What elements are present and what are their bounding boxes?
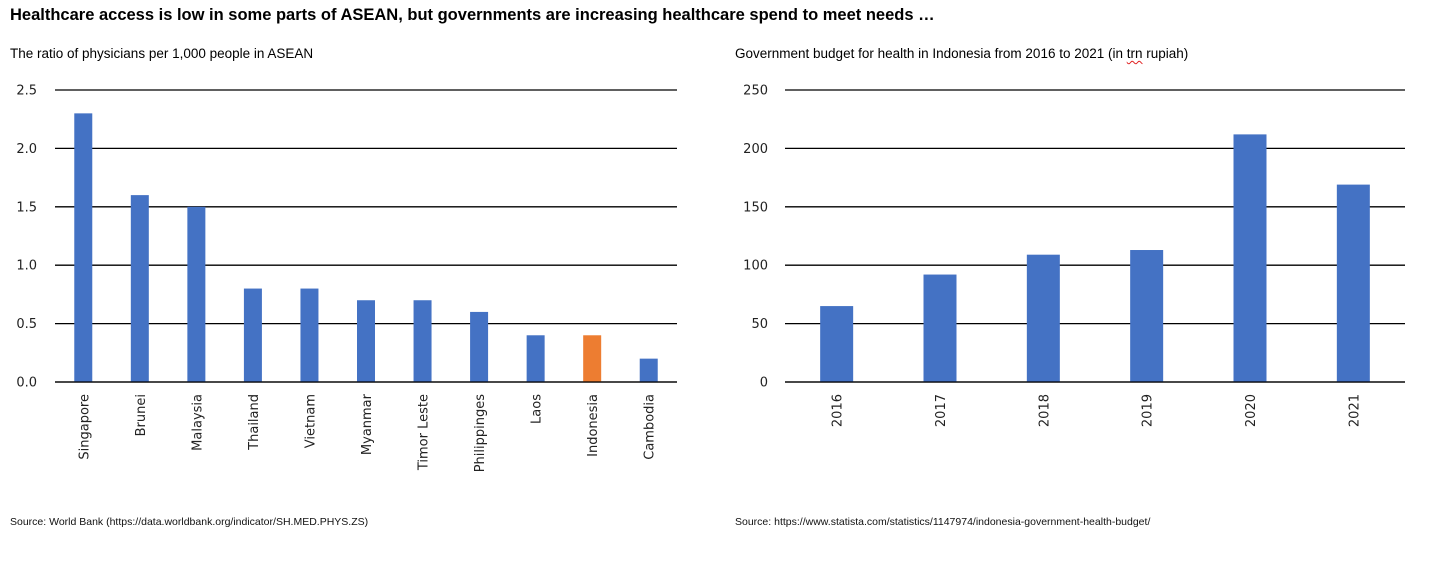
physicians-x-tick-label: Vietnam <box>303 394 318 448</box>
physicians-x-tick-label: Indonesia <box>586 394 601 457</box>
physicians-chart: 0.0 0.5 1.0 1.5 2.0 2.5 Singapore Brunei Malaysi… <box>16 84 677 473</box>
chart-1-source: Source: World Bank (https://data.worldba… <box>10 516 369 528</box>
budget-x-tick-label: 2020 <box>1244 394 1259 427</box>
physicians-x-tick-label: Cambodia <box>643 394 658 460</box>
physicians-y-tick-label: 1.0 <box>16 259 37 274</box>
budget-y-tick-label: 0 <box>760 376 768 391</box>
physicians-bar-indonesia <box>583 335 602 382</box>
physicians-y-tick-label: 0.0 <box>16 376 37 391</box>
budget-bar-2018 <box>1026 254 1060 382</box>
physicians-bar-singapore <box>74 113 93 383</box>
budget-bar-2020 <box>1233 134 1267 382</box>
physicians-bar-brunei <box>130 195 149 382</box>
budget-y-tick-label: 50 <box>751 317 768 332</box>
chart-2-title: Government budget for health in Indonesi… <box>735 46 1188 61</box>
budget-y-tick-label: 250 <box>743 84 768 99</box>
physicians-bar-philippinges <box>470 311 489 382</box>
physicians-bar-thailand <box>243 288 262 382</box>
budget-x-tick-label: 2016 <box>831 394 846 427</box>
physicians-x-tick-label: Timor Leste <box>417 394 432 471</box>
physicians-x-tick-label: Thailand <box>247 394 262 451</box>
budget-bar-2021 <box>1336 184 1370 382</box>
chart-2-title-spellcheck-word: trn <box>1126 46 1143 61</box>
budget-x-tick-label: 2018 <box>1037 394 1052 427</box>
budget-x-tick-label: 2021 <box>1347 394 1362 427</box>
physicians-bar-timor-leste <box>413 300 432 382</box>
budget-bar-2019 <box>1130 250 1164 382</box>
physicians-bar-laos <box>526 335 545 382</box>
chart-2-title-end: rupiah) <box>1142 46 1189 61</box>
budget-bar-2016 <box>820 306 854 382</box>
physicians-bar-vietnam <box>300 288 319 382</box>
headline: Healthcare access is low in some parts o… <box>10 6 935 24</box>
physicians-x-tick-label: Singapore <box>77 394 92 460</box>
physicians-x-tick-label: Laos <box>530 394 545 424</box>
health-budget-chart: 0 50 100 150 200 250 2016 2017 2018 2019 2020 2021 <box>743 84 1405 427</box>
budget-x-tick-label: 2019 <box>1141 394 1156 427</box>
physicians-y-tick-label: 0.5 <box>16 317 37 332</box>
physicians-x-tick-label: Philippinges <box>473 394 488 473</box>
budget-y-tick-label: 150 <box>743 200 768 215</box>
physicians-x-tick-label: Myanmar <box>360 393 375 455</box>
physicians-y-tick-label: 2.5 <box>16 84 37 99</box>
chart-2-source: Source: https://www.statista.com/statist… <box>735 516 1151 528</box>
budget-bar-2017 <box>923 274 957 382</box>
budget-y-tick-label: 200 <box>743 142 768 157</box>
chart-1-title: The ratio of physicians per 1,000 people… <box>10 46 314 61</box>
budget-x-tick-label: 2017 <box>934 394 949 427</box>
physicians-x-tick-label: Malaysia <box>190 394 205 451</box>
budget-y-tick-label: 100 <box>743 259 768 274</box>
physicians-y-tick-label: 1.5 <box>16 200 37 215</box>
physicians-bar-myanmar <box>357 300 375 382</box>
physicians-bar-cambodia <box>639 358 658 382</box>
physicians-bar-malaysia <box>187 206 206 382</box>
physicians-y-tick-label: 2.0 <box>16 142 37 157</box>
physicians-x-tick-label: Brunei <box>134 394 149 436</box>
chart-2-title-main: Government budget for health in Indonesi… <box>735 46 1127 61</box>
